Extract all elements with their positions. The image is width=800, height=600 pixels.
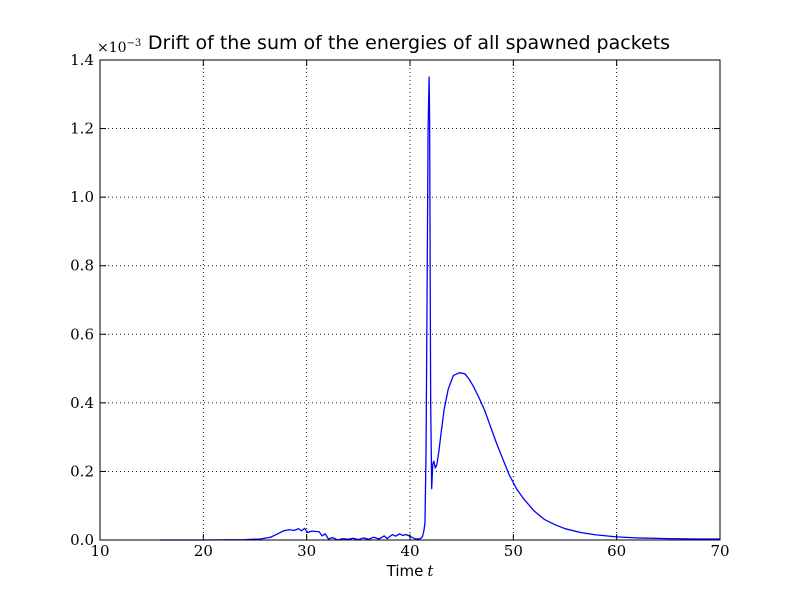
x-axis-label-text: Time bbox=[386, 562, 424, 580]
x-tick-label: 10 bbox=[90, 542, 109, 560]
y-tick-label: 1.2 bbox=[70, 120, 94, 138]
y-tick-label: 0.8 bbox=[70, 257, 94, 275]
y-tick-label: 0.4 bbox=[70, 394, 94, 412]
y-tick-label: 1.4 bbox=[70, 51, 94, 69]
chart-grid bbox=[100, 60, 720, 540]
x-tick-label: 70 bbox=[710, 542, 729, 560]
x-tick-label: 30 bbox=[297, 542, 316, 560]
y-tick-label: 0.6 bbox=[70, 325, 94, 343]
x-axis-label-variable: t bbox=[427, 562, 434, 580]
y-tick-label: 0.2 bbox=[70, 462, 94, 480]
series-line bbox=[159, 76, 720, 541]
x-tick-label: 20 bbox=[194, 542, 213, 560]
x-tick-label: 50 bbox=[504, 542, 523, 560]
tick-labels: 10 20 30 40 50 60 70 0.0 0.2 0.4 0.6 0.8 1.0 1.2 1.4 bbox=[70, 51, 729, 560]
y-axis-scale-factor: ×10−3 bbox=[97, 38, 141, 56]
x-tick-label: 60 bbox=[607, 542, 626, 560]
y-tick-label: 0.0 bbox=[70, 531, 94, 549]
y-scale-exponent: −3 bbox=[127, 38, 142, 49]
chart-title: Drift of the sum of the energies of all … bbox=[148, 32, 670, 54]
x-tick-label: 40 bbox=[400, 542, 419, 560]
axis-ticks bbox=[99, 59, 721, 541]
x-axis-label: Time t bbox=[386, 562, 435, 580]
series-layer bbox=[159, 76, 720, 541]
y-tick-label: 1.0 bbox=[70, 188, 94, 206]
y-scale-base: ×10 bbox=[97, 40, 127, 56]
